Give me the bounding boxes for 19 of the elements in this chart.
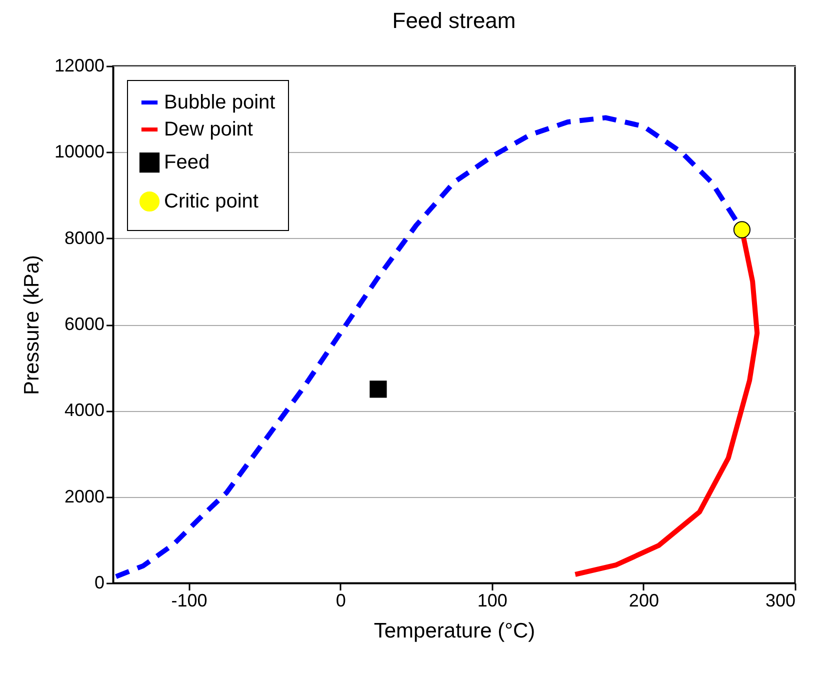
y-tick-label: 2000 — [64, 486, 104, 506]
y-tick-label: 4000 — [64, 400, 104, 420]
x-tick-label: 200 — [628, 590, 659, 610]
y-tick-label: 8000 — [64, 228, 104, 248]
legend-label: Bubble point — [164, 92, 276, 114]
y-tick-label: 10000 — [54, 142, 104, 162]
y-tick-label: 6000 — [64, 314, 104, 334]
x-tick-label: 300 — [765, 590, 796, 610]
x-axis-title: Temperature (°C) — [374, 620, 536, 642]
legend-label: Feed — [164, 152, 210, 174]
y-tick-label: 0 — [94, 572, 104, 592]
x-tick-label: 0 — [336, 590, 346, 610]
y-axis-title: Pressure (kPa) — [20, 254, 44, 396]
chart-title: Feed stream — [392, 8, 516, 33]
x-tick-label: 100 — [477, 590, 508, 610]
legend-label: Critic point — [164, 190, 259, 212]
y-tick-label: 12000 — [54, 56, 104, 76]
legend-label: Dew point — [164, 118, 254, 140]
x-tick-label: -100 — [171, 590, 208, 610]
